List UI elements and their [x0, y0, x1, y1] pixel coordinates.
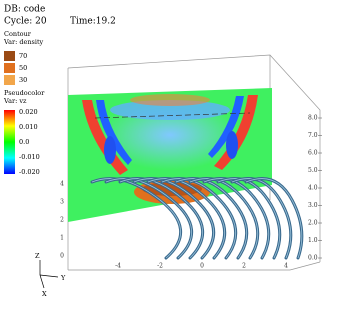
z-tick-label: 2.0	[308, 220, 318, 227]
database-label: DB: code	[4, 5, 45, 15]
contour-legend: 70 50 30	[4, 51, 27, 85]
legend-swatch	[4, 63, 15, 73]
tube-highlight	[119, 178, 204, 259]
legend-label: 50	[19, 64, 27, 72]
axis-triad: Z Y X	[35, 252, 66, 298]
tube-highlight	[175, 178, 248, 259]
legend-swatch	[4, 75, 15, 85]
tube-highlight	[147, 178, 226, 259]
pseudocolor-legend: 0.020 0.010 0.0 -0.010 -0.020	[19, 108, 40, 176]
tube-highlight	[133, 178, 215, 259]
legend-tick-label: -0.010	[19, 153, 40, 161]
legend-swatch	[4, 51, 15, 61]
y-tick-label: 4	[284, 263, 288, 270]
cycle-label: Cycle: 20	[4, 17, 47, 27]
y-tick-label: 2	[242, 263, 246, 270]
z-tick-label: 3.0	[308, 202, 318, 209]
contour-legend-variable: Var: density	[3, 38, 44, 46]
tube-highlight	[203, 178, 270, 259]
tube-highlight	[161, 178, 237, 259]
z-tick-label: 7.0	[308, 132, 318, 139]
pseudocolor-legend-variable: Var: vz	[3, 97, 27, 105]
contour-legend-title: Contour	[4, 30, 32, 38]
z-tick-label: 6.0	[308, 150, 318, 157]
tube-highlight	[189, 178, 259, 259]
z-tick-label: 5.0	[308, 167, 318, 174]
field-tubes	[90, 177, 304, 260]
tube-highlight	[245, 178, 303, 259]
tube-highlight	[217, 178, 281, 259]
tube-highlight	[105, 178, 193, 259]
y-tick-label: -4	[115, 263, 121, 270]
legend-tick-label: -0.020	[19, 168, 40, 176]
x-tick-label: 1	[60, 235, 64, 242]
axes: 8.0 7.0 6.0 5.0 4.0 3.0 2.0 1.0 0.0 -4 -2 0 2 4 4 3 2 1 0	[60, 115, 322, 270]
time-label: Time:19.2	[70, 17, 116, 27]
z-tick-label: 1.0	[308, 237, 318, 244]
y-tick-label: 0	[200, 263, 204, 270]
legend-tick-label: 0.020	[19, 108, 38, 116]
tube-highlight	[231, 178, 292, 259]
pseudocolor-legend-title: Pseudocolor	[4, 89, 45, 97]
legend-label: 70	[19, 52, 27, 60]
z-tick-label: 4.0	[308, 185, 318, 192]
x-tick-label: 2	[60, 217, 64, 224]
color-bar	[4, 110, 15, 174]
triad-z: Z	[35, 252, 40, 260]
x-tick-label: 0	[60, 253, 64, 260]
x-tick-label: 3	[60, 199, 64, 206]
legend-tick-label: 0.0	[19, 138, 29, 146]
box-edge	[289, 261, 321, 271]
legend-tick-label: 0.010	[19, 123, 38, 131]
y-tick-label: -2	[157, 263, 163, 270]
triad-y: Y	[60, 274, 66, 282]
triad-x: X	[42, 290, 47, 298]
tube-highlight	[91, 178, 182, 259]
z-tick-label: 0.0	[308, 255, 318, 262]
x-tick-label: 4	[60, 181, 64, 188]
z-tick-label: 8.0	[308, 115, 318, 122]
legend-label: 30	[19, 76, 27, 84]
